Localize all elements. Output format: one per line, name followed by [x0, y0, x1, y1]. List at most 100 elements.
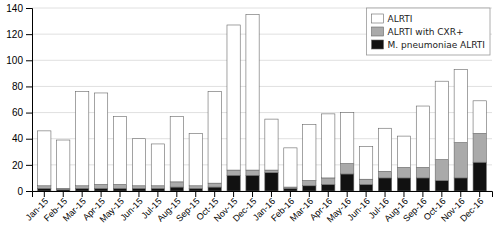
- bar: [454, 69, 467, 142]
- x-tick-mark: [441, 191, 442, 197]
- bar: [454, 143, 467, 178]
- bar: [208, 187, 221, 191]
- x-tick-label: Jun-15: [118, 196, 145, 223]
- legend-swatch: [372, 27, 384, 36]
- x-tick-label: Dec-16: [458, 196, 486, 224]
- bar: [322, 114, 335, 178]
- bar: [246, 15, 259, 171]
- bar: [38, 186, 51, 189]
- chart: 0 20 40 60 80 100 120 140 Jan-15Feb-15Mar-15Apr-…: [0, 0, 500, 231]
- x-tick-mark: [176, 191, 177, 197]
- y-tick-label: 80: [12, 81, 24, 92]
- y-tick-label: 0: [17, 186, 23, 197]
- bar: [378, 128, 391, 171]
- bar: [38, 131, 51, 186]
- bar: [341, 113, 354, 164]
- bar: [57, 140, 70, 188]
- y-tick-mark: [26, 8, 32, 9]
- bar: [265, 173, 278, 191]
- bar: [170, 182, 183, 187]
- bar: [397, 178, 410, 191]
- x-tick-mark: [422, 191, 423, 197]
- x-tick-mark: [138, 191, 139, 197]
- y-tick: 60: [12, 107, 32, 118]
- legend-label: ALRTI: [388, 14, 413, 24]
- y-tick: 20: [12, 160, 32, 171]
- x-axis: Jan-15Feb-15Mar-15Apr-15May-15Jun-15Jul-…: [24, 191, 493, 224]
- x-tick-mark: [366, 191, 367, 197]
- x-tick-mark: [101, 191, 102, 197]
- legend-item: ALRTI with CXR+: [372, 27, 464, 37]
- bar: [76, 92, 89, 186]
- y-tick-label: 40: [12, 133, 24, 144]
- y-tick-mark: [26, 165, 32, 166]
- x-tick-mark: [290, 191, 291, 197]
- x-axis-line: [33, 192, 493, 198]
- bar: [94, 184, 107, 188]
- bar: [341, 174, 354, 191]
- y-tick-label: 100: [6, 55, 23, 66]
- bar: [246, 175, 259, 191]
- y-tick-mark: [26, 86, 32, 87]
- bar: [170, 116, 183, 181]
- bar: [132, 188, 145, 191]
- y-tick: 80: [12, 81, 32, 92]
- y-tick-mark: [26, 34, 32, 35]
- y-tick-label: 120: [6, 29, 23, 40]
- x-tick-mark: [120, 191, 121, 197]
- x-tick-mark: [157, 191, 158, 197]
- bar: [246, 170, 259, 175]
- bar: [435, 181, 448, 191]
- bar: [76, 188, 89, 191]
- bar: [265, 170, 278, 173]
- x-tick-mark: [271, 191, 272, 197]
- x-tick-mark: [252, 191, 253, 197]
- x-tick-mark: [195, 191, 196, 197]
- bar: [435, 81, 448, 159]
- bar: [76, 186, 89, 189]
- bar: [38, 188, 51, 191]
- series: [38, 15, 487, 189]
- y-tick: 40: [12, 133, 32, 144]
- bar: [359, 179, 372, 184]
- y-tick-mark: [26, 139, 32, 140]
- x-tick-mark: [328, 191, 329, 197]
- legend-swatch: [372, 14, 384, 23]
- bar: [473, 101, 486, 134]
- bar: [151, 186, 164, 189]
- bar: [132, 186, 145, 189]
- bar: [416, 167, 429, 177]
- bar: [397, 167, 410, 177]
- x-tick-label: Jun-16: [345, 196, 372, 223]
- bar: [322, 178, 335, 185]
- bar: [378, 178, 391, 191]
- bar: [170, 187, 183, 191]
- y-axis: 0 20 40 60 80 100 120 140: [6, 3, 32, 197]
- bar: [189, 188, 202, 191]
- bar: [359, 184, 372, 191]
- bar: [284, 148, 297, 187]
- bar: [113, 188, 126, 191]
- bar: [322, 184, 335, 191]
- bar: [189, 133, 202, 185]
- x-tick-mark: [233, 191, 234, 197]
- bar: [113, 116, 126, 184]
- y-tick: 0: [17, 186, 32, 197]
- bar: [454, 178, 467, 191]
- bar: [94, 188, 107, 191]
- bars: [38, 15, 487, 191]
- legend-label: ALRTI with CXR+: [388, 27, 464, 37]
- bar: [284, 188, 297, 191]
- y-tick-label: 140: [6, 3, 23, 14]
- plot: 0 20 40 60 80 100 120 140 Jan-15Feb-15Mar-15Apr-…: [6, 3, 492, 225]
- bar: [151, 144, 164, 186]
- bar: [132, 139, 145, 186]
- bar: [359, 147, 372, 180]
- legend: ALRTIALRTI with CXR+M. pneumoniae ALRTI: [367, 8, 490, 55]
- x-tick-mark: [460, 191, 461, 197]
- grid: [32, 8, 492, 191]
- y-tick-mark: [26, 191, 32, 192]
- bar: [378, 171, 391, 178]
- bar: [303, 181, 316, 186]
- bar: [303, 124, 316, 180]
